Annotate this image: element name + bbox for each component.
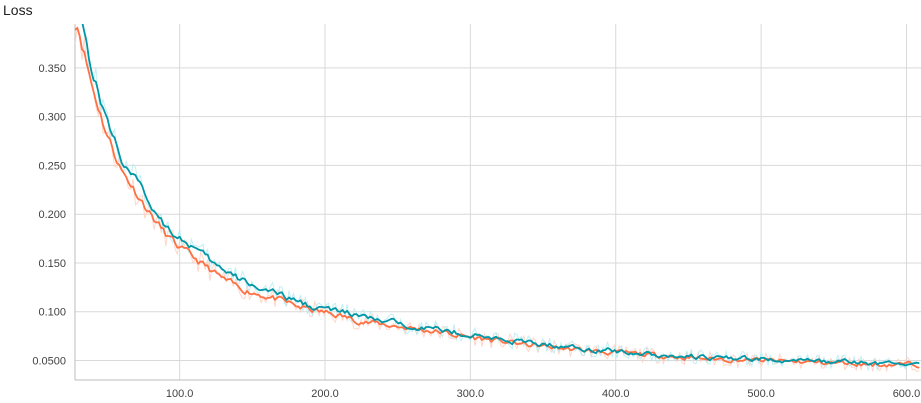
chart-title: Loss xyxy=(3,2,33,18)
x-tick-label: 400.0 xyxy=(602,388,630,400)
series-1-raw-line xyxy=(82,24,920,372)
y-tick-label: 0.350 xyxy=(38,63,66,75)
tick-labels: 100.0 200.0 300.0 400.0 500.0 600.0 0.0500 0.10… xyxy=(32,63,920,400)
y-tick-label: 0.150 xyxy=(38,258,66,270)
series-0-raw-line xyxy=(75,26,920,373)
y-tick-label: 0.300 xyxy=(38,112,66,124)
x-tick-label: 100.0 xyxy=(166,388,194,400)
series-layer xyxy=(75,24,920,369)
series-0-line xyxy=(75,26,920,369)
raw-series-layer xyxy=(75,24,920,373)
y-tick-label: 0.250 xyxy=(38,160,66,172)
axes xyxy=(74,24,921,381)
x-tick-label: 500.0 xyxy=(747,388,775,400)
y-tick-label: 0.200 xyxy=(38,209,66,221)
series-1-line xyxy=(81,24,920,367)
x-tick-label: 600.0 xyxy=(893,388,921,400)
y-tick-label: 0.100 xyxy=(38,307,66,319)
y-tick-label: 0.0500 xyxy=(32,355,66,367)
grid xyxy=(75,24,921,380)
x-tick-label: 200.0 xyxy=(311,388,339,400)
x-tick-label: 300.0 xyxy=(457,388,485,400)
